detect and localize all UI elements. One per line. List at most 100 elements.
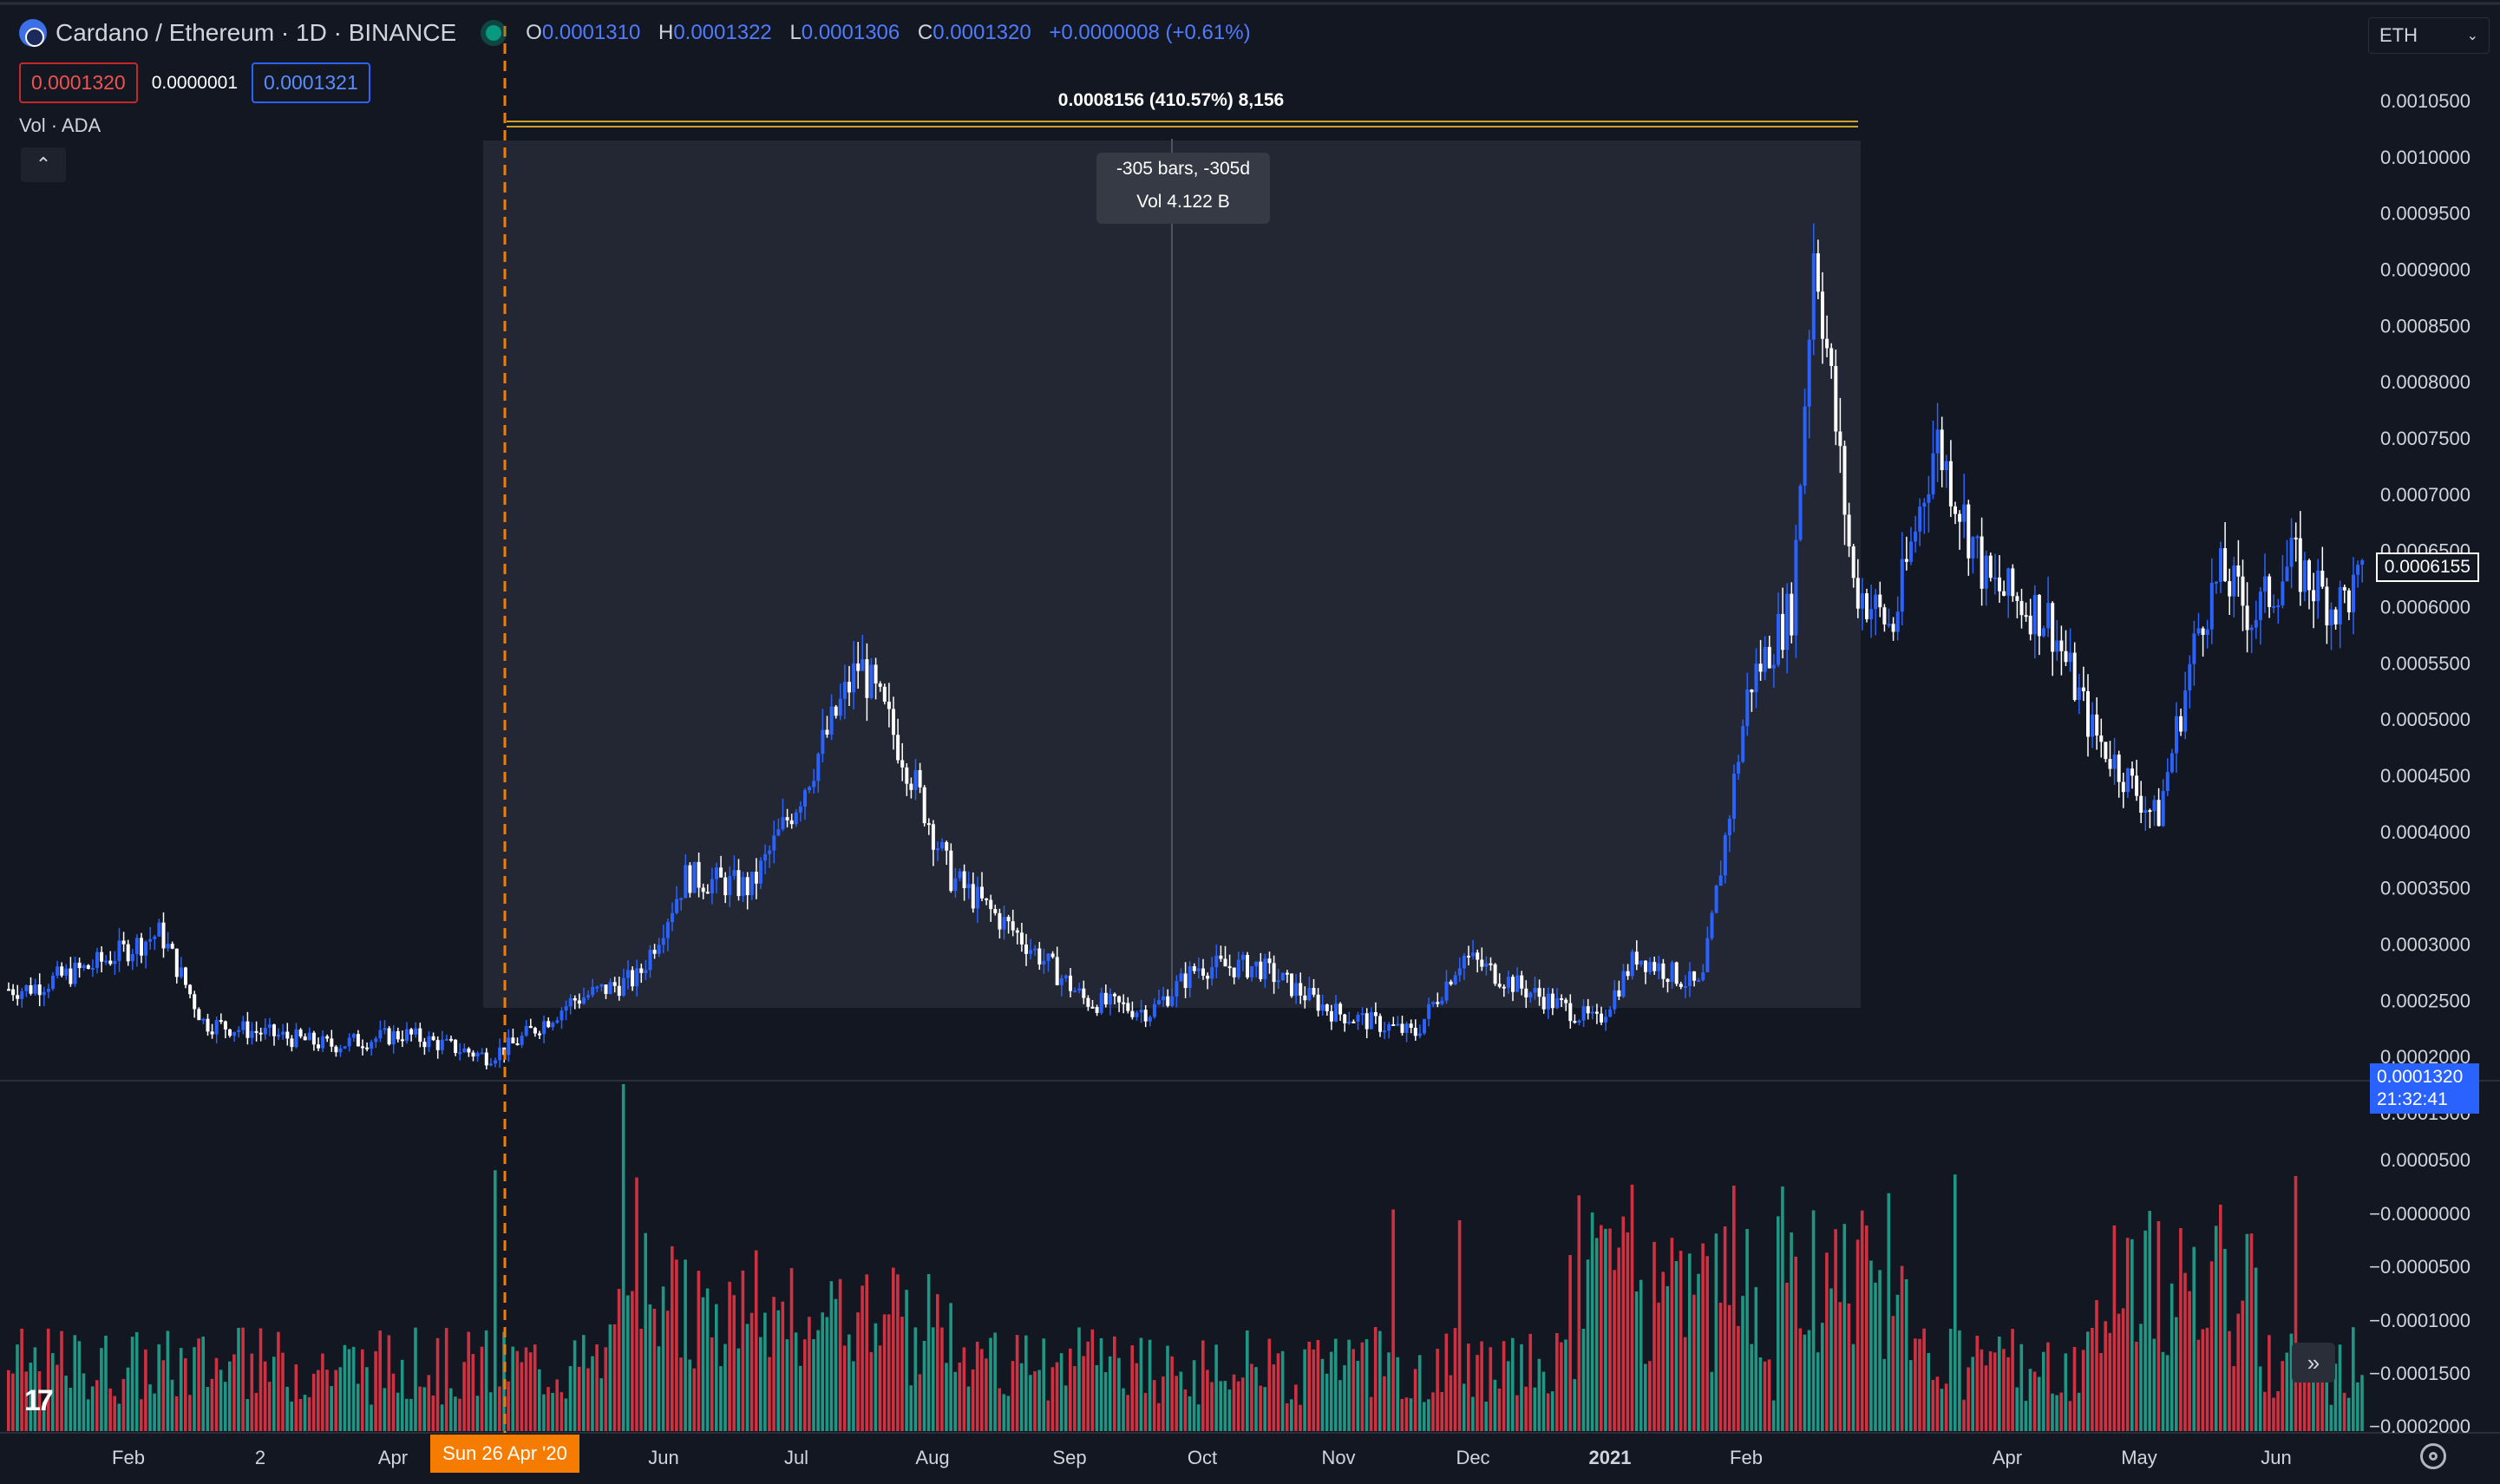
symbol-legend: Cardano / Ethereum · 1D · BINANCE O0.000… xyxy=(19,19,1263,47)
volume-bar xyxy=(431,1395,435,1431)
volume-bar xyxy=(1037,1370,1041,1431)
volume-axis-label: −0.0001000 xyxy=(2369,1310,2471,1331)
candle-body xyxy=(86,964,90,970)
candle-body xyxy=(2307,560,2311,591)
volume-bar xyxy=(1842,1224,1847,1431)
candle-body xyxy=(2209,582,2214,630)
candle-body xyxy=(325,1036,330,1039)
volume-bar xyxy=(2245,1233,2249,1431)
candle-body xyxy=(69,968,73,984)
candle-body xyxy=(803,789,807,807)
volume-bar xyxy=(568,1366,573,1431)
volume-bar xyxy=(471,1354,475,1431)
volume-bar xyxy=(2342,1392,2346,1431)
scroll-to-realtime-button[interactable]: » xyxy=(2292,1343,2335,1383)
volume-bar xyxy=(657,1346,661,1431)
volume-bar xyxy=(11,1373,15,1431)
volume-bar xyxy=(2068,1401,2072,1431)
symbol-title[interactable]: Cardano / Ethereum · 1D · BINANCE xyxy=(56,19,457,46)
candle-body xyxy=(595,986,599,989)
candle-body xyxy=(391,1030,396,1045)
volume-bar xyxy=(1214,1344,1218,1431)
candle-body xyxy=(2042,628,2045,637)
volume-bar xyxy=(2112,1225,2117,1431)
candle-body xyxy=(586,995,591,998)
candle-body xyxy=(900,760,905,768)
volume-bar xyxy=(1095,1364,1099,1431)
volume-bar xyxy=(1236,1381,1240,1431)
candle-body xyxy=(1329,1010,1333,1022)
candle-body xyxy=(1878,594,1882,608)
candle-body xyxy=(1922,502,1927,507)
volume-bar xyxy=(1825,1252,1829,1431)
candle-body xyxy=(449,1038,453,1041)
volume-bar xyxy=(1811,1210,1816,1431)
volume-bar xyxy=(922,1341,926,1431)
candle-body xyxy=(338,1048,343,1053)
collapse-legend-button[interactable]: ⌃ xyxy=(21,147,66,182)
candle-body xyxy=(1940,429,1944,471)
volume-bar xyxy=(29,1363,33,1431)
candle-body xyxy=(400,1039,404,1042)
volume-bar xyxy=(285,1386,289,1431)
candle-body xyxy=(343,1046,347,1049)
volume-bar xyxy=(2064,1353,2068,1431)
candle-body xyxy=(370,1042,374,1049)
candle-body xyxy=(710,879,714,894)
volume-bar xyxy=(2121,1308,2125,1431)
candle-body xyxy=(781,817,785,830)
candle-body xyxy=(1467,955,1470,958)
candle-body xyxy=(1511,977,1515,992)
market-status-icon[interactable] xyxy=(486,25,502,41)
volume-bar xyxy=(1099,1337,1103,1431)
candle-body xyxy=(1630,951,1634,977)
candle-body xyxy=(2263,576,2267,592)
candle-body xyxy=(856,663,861,671)
volume-bar xyxy=(2360,1375,2364,1431)
volume-bar xyxy=(874,1323,878,1431)
candle-body xyxy=(1113,993,1116,997)
sell-button[interactable]: 0.0001320 xyxy=(19,62,138,103)
settings-gear-icon[interactable] xyxy=(2420,1443,2446,1469)
volume-bar xyxy=(861,1285,864,1431)
volume-bar xyxy=(635,1177,638,1431)
volume-bar xyxy=(2015,1387,2019,1431)
volume-bar xyxy=(1489,1347,1493,1431)
volume-bar xyxy=(1378,1330,1382,1431)
price-axis-label: 0.0009000 xyxy=(2380,259,2471,281)
volume-bar xyxy=(560,1392,564,1431)
volume-bar xyxy=(95,1380,99,1431)
candle-body xyxy=(776,829,781,836)
candle-body xyxy=(1427,1003,1431,1019)
candle-body xyxy=(29,984,33,994)
volume-bar xyxy=(1223,1381,1227,1431)
candle-body xyxy=(1210,967,1214,979)
volume-bar xyxy=(157,1343,160,1431)
volume-bar xyxy=(1860,1210,1864,1431)
volume-bar xyxy=(1745,1228,1749,1431)
volume-bar xyxy=(586,1368,590,1431)
volume-indicator-label[interactable]: Vol · ADA xyxy=(19,114,101,136)
volume-bar xyxy=(989,1337,992,1431)
candle-body xyxy=(2338,586,2342,624)
double-chevron-right-icon: » xyxy=(2307,1349,2320,1376)
volume-bar xyxy=(1290,1399,1293,1431)
candle-body xyxy=(361,1046,364,1049)
tradingview-logo[interactable]: 17 xyxy=(24,1384,54,1417)
candle-body xyxy=(736,870,741,897)
volume-bar xyxy=(90,1386,95,1431)
candle-body xyxy=(2325,586,2329,626)
candle-body xyxy=(1666,978,1670,983)
volume-bar xyxy=(1453,1328,1457,1431)
currency-select[interactable]: ETH ⌄ xyxy=(2368,17,2490,54)
candle-body xyxy=(723,877,728,896)
candle-body xyxy=(1108,993,1112,1005)
volume-bar xyxy=(1754,1286,1758,1431)
buy-button[interactable]: 0.0001321 xyxy=(252,62,370,103)
candle-body xyxy=(484,1052,488,1066)
candle-body xyxy=(2170,753,2174,773)
candle-body xyxy=(564,1006,568,1011)
volume-bar xyxy=(1847,1303,1851,1431)
